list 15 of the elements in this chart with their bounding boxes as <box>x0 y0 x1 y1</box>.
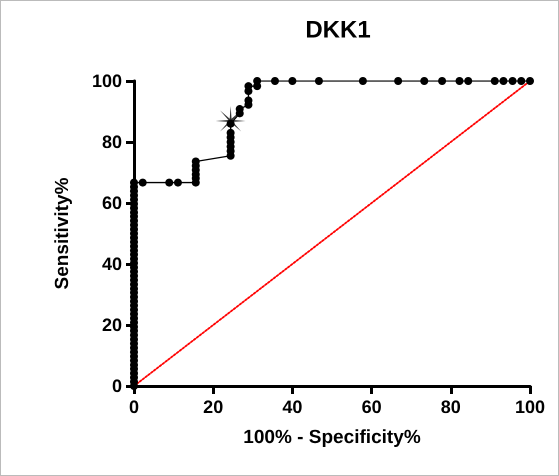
x-tick-label: 0 <box>128 397 140 417</box>
y-tick-label: 60 <box>102 193 122 213</box>
y-tick-label: 100 <box>92 71 122 91</box>
x-tick-label: 20 <box>203 397 224 417</box>
y-tick-label: 0 <box>112 376 122 396</box>
x-tick-label: 40 <box>282 397 302 417</box>
chart-title: DKK1 <box>305 16 371 44</box>
y-tick-label: 80 <box>102 132 122 152</box>
x-tick-label: 100 <box>514 397 546 417</box>
x-tick-label: 60 <box>362 397 382 417</box>
y-tick-label: 20 <box>102 315 122 335</box>
y-tick-label: 40 <box>102 254 122 274</box>
y-axis-title: Sensitivity% <box>52 177 73 290</box>
x-axis-title: 100% - Specificity% <box>243 427 421 448</box>
x-tick-label: 80 <box>440 397 461 417</box>
